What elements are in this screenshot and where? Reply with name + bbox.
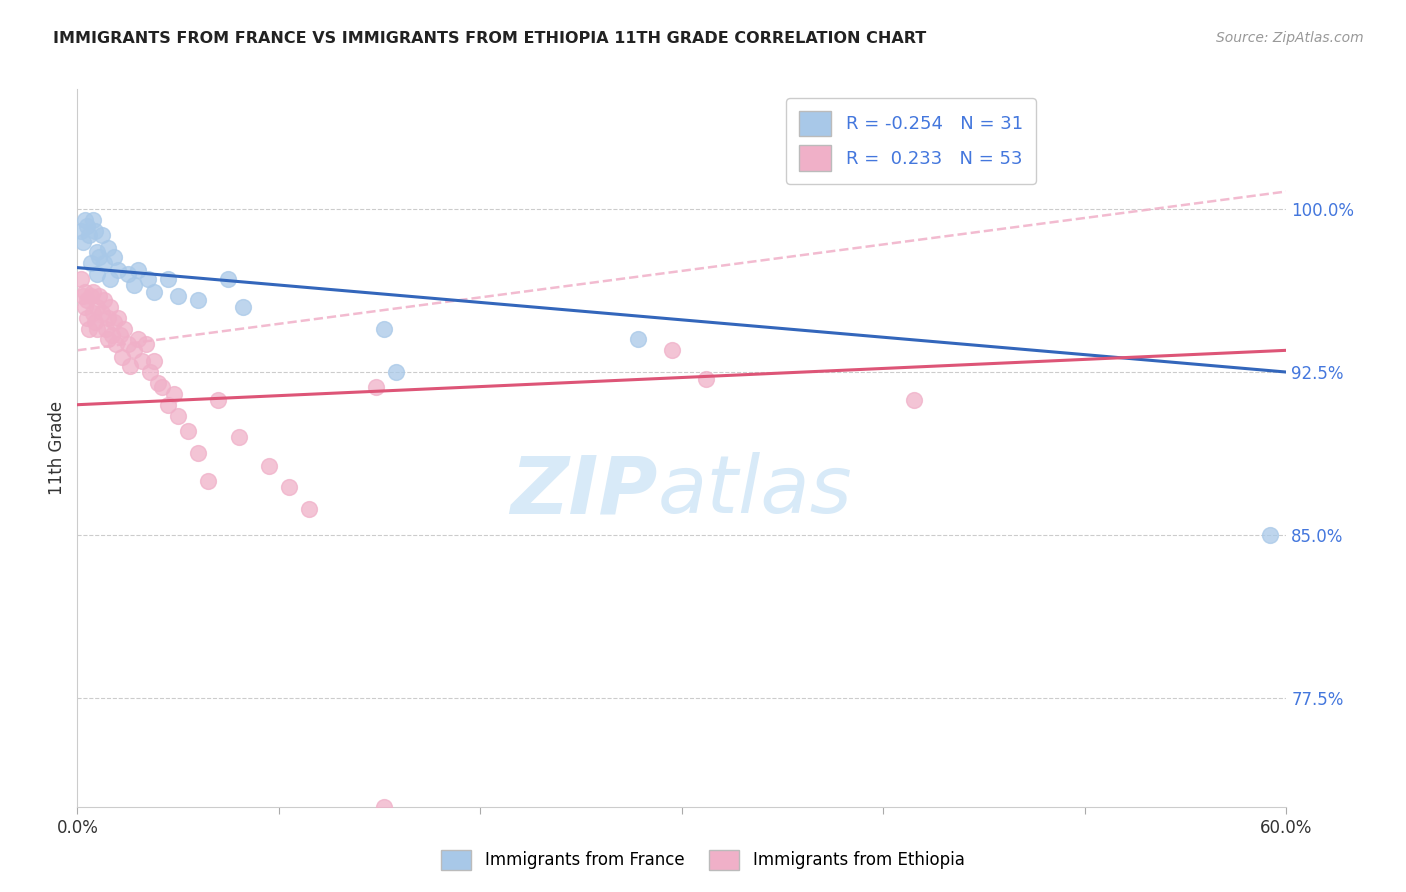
Point bbox=[187, 445, 209, 459]
Point bbox=[626, 333, 648, 347]
Point bbox=[117, 267, 139, 281]
Point bbox=[108, 328, 131, 343]
Point bbox=[167, 289, 190, 303]
Point bbox=[122, 278, 145, 293]
Point bbox=[70, 224, 93, 238]
Point bbox=[96, 310, 118, 325]
Point bbox=[90, 227, 112, 242]
Text: Source: ZipAtlas.com: Source: ZipAtlas.com bbox=[1216, 31, 1364, 45]
Point bbox=[75, 300, 97, 314]
Point bbox=[103, 250, 125, 264]
Point bbox=[103, 315, 125, 329]
Point bbox=[695, 371, 717, 385]
Point bbox=[79, 321, 101, 335]
Point bbox=[76, 310, 98, 325]
Point bbox=[111, 350, 134, 364]
Point bbox=[257, 458, 280, 473]
Text: atlas: atlas bbox=[658, 452, 852, 531]
Point bbox=[197, 474, 219, 488]
Point bbox=[187, 293, 209, 308]
Point bbox=[104, 336, 127, 351]
Point bbox=[100, 328, 122, 343]
Y-axis label: 11th Grade: 11th Grade bbox=[48, 401, 66, 495]
Point bbox=[98, 300, 121, 314]
Legend: R = -0.254   N = 31, R =  0.233   N = 53: R = -0.254 N = 31, R = 0.233 N = 53 bbox=[786, 98, 1036, 184]
Point bbox=[94, 321, 117, 335]
Point bbox=[86, 245, 108, 260]
Point bbox=[228, 430, 250, 444]
Point bbox=[127, 262, 149, 277]
Point bbox=[93, 293, 115, 308]
Point bbox=[131, 354, 153, 368]
Point bbox=[1260, 528, 1282, 542]
Point bbox=[903, 393, 925, 408]
Point bbox=[86, 300, 108, 314]
Point bbox=[232, 300, 254, 314]
Point bbox=[135, 336, 157, 351]
Point bbox=[75, 212, 97, 227]
Point bbox=[142, 354, 165, 368]
Point bbox=[80, 256, 103, 270]
Point bbox=[76, 219, 98, 234]
Point bbox=[157, 271, 180, 285]
Point bbox=[96, 333, 118, 347]
Point bbox=[98, 271, 121, 285]
Point bbox=[139, 365, 162, 379]
Point bbox=[117, 336, 139, 351]
Point bbox=[80, 289, 103, 303]
Point bbox=[86, 267, 108, 281]
Point bbox=[157, 398, 180, 412]
Point bbox=[93, 256, 115, 270]
Point bbox=[364, 380, 387, 394]
Point bbox=[89, 289, 111, 303]
Point bbox=[70, 271, 93, 285]
Point bbox=[373, 321, 395, 335]
Point bbox=[136, 271, 159, 285]
Point bbox=[82, 306, 104, 320]
Point bbox=[76, 293, 98, 308]
Point bbox=[90, 306, 112, 320]
Point bbox=[82, 285, 104, 299]
Point bbox=[142, 285, 165, 299]
Point bbox=[373, 800, 395, 814]
Point bbox=[112, 321, 135, 335]
Point bbox=[118, 359, 141, 373]
Point bbox=[150, 380, 173, 394]
Point bbox=[82, 212, 104, 227]
Point bbox=[218, 271, 240, 285]
Text: IMMIGRANTS FROM FRANCE VS IMMIGRANTS FROM ETHIOPIA 11TH GRADE CORRELATION CHART: IMMIGRANTS FROM FRANCE VS IMMIGRANTS FRO… bbox=[53, 31, 927, 46]
Point bbox=[89, 250, 111, 264]
Point bbox=[207, 393, 229, 408]
Point bbox=[107, 310, 129, 325]
Point bbox=[86, 321, 108, 335]
Point bbox=[122, 343, 145, 358]
Point bbox=[278, 480, 301, 494]
Text: ZIP: ZIP bbox=[510, 452, 658, 531]
Point bbox=[298, 502, 321, 516]
Point bbox=[84, 224, 107, 238]
Point bbox=[163, 387, 186, 401]
Point bbox=[177, 424, 200, 438]
Point bbox=[72, 289, 94, 303]
Point bbox=[79, 227, 101, 242]
Point bbox=[146, 376, 169, 390]
Point bbox=[75, 285, 97, 299]
Point bbox=[661, 343, 683, 358]
Point bbox=[127, 333, 149, 347]
Point bbox=[96, 241, 118, 255]
Point bbox=[107, 262, 129, 277]
Point bbox=[84, 315, 107, 329]
Point bbox=[72, 235, 94, 249]
Legend: Immigrants from France, Immigrants from Ethiopia: Immigrants from France, Immigrants from … bbox=[434, 843, 972, 877]
Point bbox=[384, 365, 406, 379]
Point bbox=[167, 409, 190, 423]
